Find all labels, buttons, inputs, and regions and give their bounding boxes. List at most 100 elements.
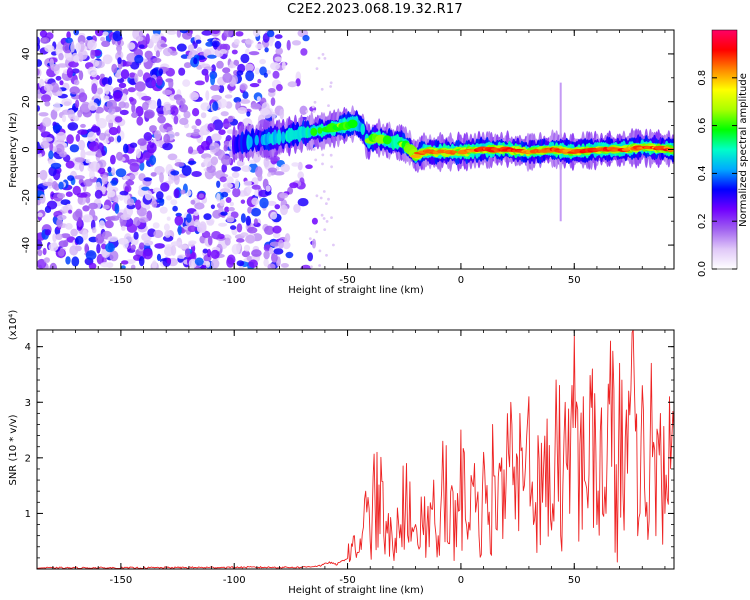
spectrogram-noise-dot <box>332 243 335 247</box>
spectrogram-noise-blob <box>240 199 246 204</box>
spectrogram-noise-blob <box>163 133 171 144</box>
spectrogram-noise-blob <box>216 180 221 188</box>
spectrogram-noise-blob <box>101 186 106 195</box>
spectrogram-noise-blob <box>108 127 119 136</box>
spectrogram-noise-blob <box>198 193 204 199</box>
spectrogram-noise-blob <box>227 115 234 123</box>
spectrogram-noise-blob <box>248 51 260 56</box>
spectrogram-noise-blob <box>222 123 232 128</box>
spectrogram-noise-blob <box>59 151 67 158</box>
spectrogram-noise-blob <box>154 130 162 141</box>
spectrogram-noise-blob <box>282 241 291 250</box>
spectrogram-noise-blob <box>210 249 220 259</box>
colorbar-tick-label: 0.2 <box>697 213 708 229</box>
spectrogram-noise-blob <box>42 247 47 256</box>
spectrogram-noise-blob <box>180 104 189 113</box>
spectrogram-noise-blob <box>43 83 54 92</box>
spectrogram-noise-blob <box>272 70 280 79</box>
spectrogram-noise-blob <box>206 219 214 226</box>
spectrogram-noise-dot <box>321 162 324 166</box>
spectrogram-noise-blob <box>211 231 222 240</box>
spectrogram-noise-blob <box>134 54 144 64</box>
spectrogram-ridge-cell <box>360 123 365 136</box>
spectrogram-noise-blob <box>207 54 217 59</box>
spectrogram-noise-blob <box>133 216 141 227</box>
spectrogram-noise-blob <box>52 124 63 131</box>
spectrogram-noise-blob <box>37 124 43 131</box>
spectrogram-noise-blob <box>166 30 177 35</box>
spectrogram-noise-blob <box>228 207 235 212</box>
spectrogram-noise-blob <box>145 33 150 45</box>
spectrogram-noise-blob <box>102 31 109 37</box>
spectrogram-noise-dot <box>320 213 324 217</box>
spectrogram-noise-blob <box>37 249 43 257</box>
spectrogram-noise-blob <box>265 190 272 196</box>
spectrogram-noise-blob <box>174 162 185 167</box>
spectrogram-noise-blob <box>200 102 211 111</box>
spectrogram-noise-blob <box>187 160 197 165</box>
spectrogram-noise-blob <box>37 258 47 269</box>
spectrogram-noise-blob <box>238 265 245 269</box>
spectrogram-noise-blob <box>84 243 89 254</box>
spectrogram-noise-blob <box>75 133 81 142</box>
spectrogram-noise-blob <box>244 63 254 72</box>
spectrogram-noise-blob <box>307 252 313 262</box>
spectrogram-noise-blob <box>157 115 166 124</box>
spectrogram-noise-blob <box>153 229 164 239</box>
spectrogram-noise-blob <box>74 157 86 163</box>
spectrogram-noise-blob <box>109 215 120 221</box>
spectrogram-noise-blob <box>173 115 179 125</box>
spectrogram-noise-blob <box>280 263 289 268</box>
snr-ylabel: SNR (10 * v/v) <box>8 414 19 485</box>
spectrogram-noise-blob <box>287 81 297 88</box>
spectrogram-noise-dot <box>308 237 312 241</box>
spectrogram-noise-blob <box>57 248 65 257</box>
spectrogram-noise-blob <box>270 155 280 162</box>
spectrogram-noise-blob <box>67 175 75 182</box>
spectrogram-noise-blob <box>221 191 229 198</box>
spectrogram-noise-blob <box>210 74 216 86</box>
spectrogram-noise-blob <box>134 199 142 210</box>
spectrogram-noise-blob <box>239 83 248 91</box>
colorbar-label: Normalized spectral amplitude <box>738 73 749 227</box>
spectrogram-noise-blob <box>43 257 51 263</box>
spectrogram-ridge-cell <box>310 127 318 136</box>
snr-frame <box>36 329 675 570</box>
spectrogram-noise-blob <box>103 95 110 101</box>
spectrogram-panel: -150 -100 -50 0 50 -40 -20 0 20 40 Height of stra… <box>8 29 675 296</box>
spectrogram-noise-blob <box>251 249 262 257</box>
spectrogram-noise-blob <box>115 168 127 178</box>
spectrogram-noise-blob <box>268 88 276 93</box>
spectrogram-noise-blob <box>87 39 97 51</box>
spectrogram-noise-blob <box>42 117 52 127</box>
spectrogram-noise-dot <box>305 110 309 113</box>
spectrogram-noise-blob <box>144 109 155 119</box>
spectrogram-noise-blob <box>267 172 272 177</box>
spectrogram-noise-dot <box>329 85 332 88</box>
spectrogram-noise-blob <box>216 192 221 202</box>
spectrogram-noise-blob <box>86 36 93 41</box>
snr-xtick-label: 0 <box>458 575 464 586</box>
spectrogram-noise-blob <box>117 57 122 65</box>
spectrogram-noise-blob <box>182 31 193 40</box>
spectrogram-noise-blob <box>191 125 197 130</box>
spectrogram-noise-blob <box>37 173 41 178</box>
spectrogram-noise-blob <box>97 87 103 95</box>
spectrogram-noise-dot <box>327 197 330 201</box>
spectrogram-noise-blob <box>211 64 216 73</box>
spectrogram-noise-dot <box>313 100 317 104</box>
spectrogram-noise-blob <box>62 205 69 214</box>
spectrogram-noise-blob <box>143 240 154 246</box>
spectrogram-noise-blob <box>142 101 149 111</box>
spectrogram-noise-blob <box>65 191 73 197</box>
spectrogram-noise-blob <box>236 238 245 243</box>
spectrogram-noise-dot <box>315 67 319 70</box>
spectrogram-noise-blob <box>114 72 120 78</box>
spectrogram-noise-blob <box>127 42 136 50</box>
spectrogram-noise-blob <box>76 192 88 198</box>
spectrogram-content <box>37 30 674 269</box>
spectrogram-noise-blob <box>114 116 123 123</box>
spectrogram-noise-blob <box>183 110 191 119</box>
spectrogram-noise-blob <box>105 85 114 91</box>
spectrogram-noise-blob <box>236 223 243 233</box>
